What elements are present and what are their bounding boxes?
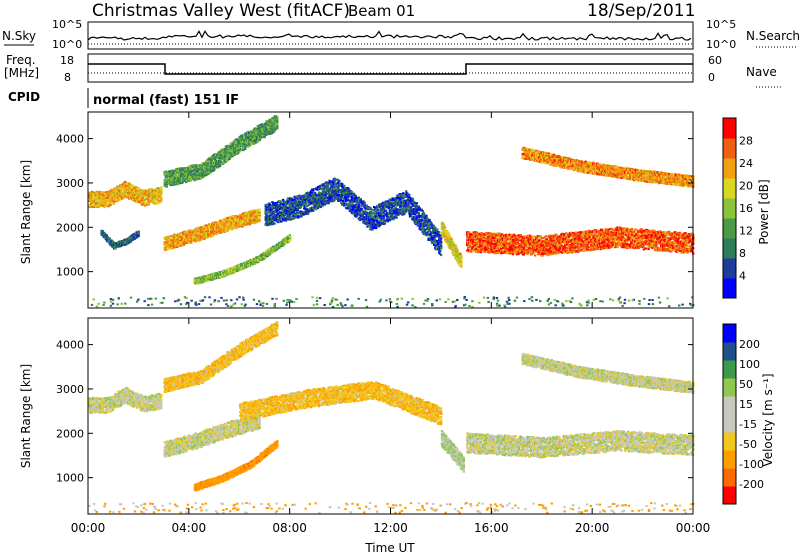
echo-cell <box>160 187 162 189</box>
freq-tick-bottom: 8 <box>64 71 71 84</box>
echo-cell <box>183 244 185 246</box>
echo-cell <box>109 202 111 204</box>
nsearch-label: N.Search <box>746 29 800 43</box>
nave-label: Nave <box>746 65 777 79</box>
echo-cell <box>160 200 162 202</box>
beam-label: Beam 01 <box>348 2 415 20</box>
nave-tick-top: 60 <box>708 54 722 67</box>
freq-frame <box>88 54 693 82</box>
nsearch-tick-bottom: 10^0 <box>706 38 736 51</box>
nsky-label: N.Sky <box>2 29 36 43</box>
cpid-label: CPID <box>8 90 40 104</box>
freq-tick-top: 18 <box>60 54 74 67</box>
nave-tick-bottom: 0 <box>708 71 715 84</box>
nsky-tick-bottom: 10^0 <box>52 38 82 51</box>
cpid-mode: normal (fast) 151 IF <box>93 93 239 108</box>
nsky-series <box>88 31 691 40</box>
nsearch-tick-top: 10^5 <box>706 18 736 31</box>
echo-cell <box>137 231 139 233</box>
echo-cell <box>160 192 162 194</box>
echo-cell <box>176 246 178 248</box>
station-title: Christmas Valley West (fitACF) <box>92 1 350 21</box>
freq-label: Freq. <box>6 53 36 67</box>
date-label: 18/Sep/2011 <box>587 1 695 21</box>
rti-plot: Christmas Valley West (fitACF) Beam 01 1… <box>0 0 800 554</box>
echo-cell <box>138 187 140 189</box>
echo-cell <box>160 197 162 199</box>
echo-cell <box>112 203 114 205</box>
freq-unit: [MHz] <box>4 66 39 80</box>
nsky-tick-top: 10^5 <box>52 18 82 31</box>
freq-panel: Freq. [MHz] 18 8 60 0 Nave <box>4 53 782 87</box>
power-scatter <box>88 115 695 308</box>
nsky-panel: N.Sky 10^5 10^0 10^5 10^0 N.Search <box>2 18 800 51</box>
echo-cell <box>106 234 108 236</box>
